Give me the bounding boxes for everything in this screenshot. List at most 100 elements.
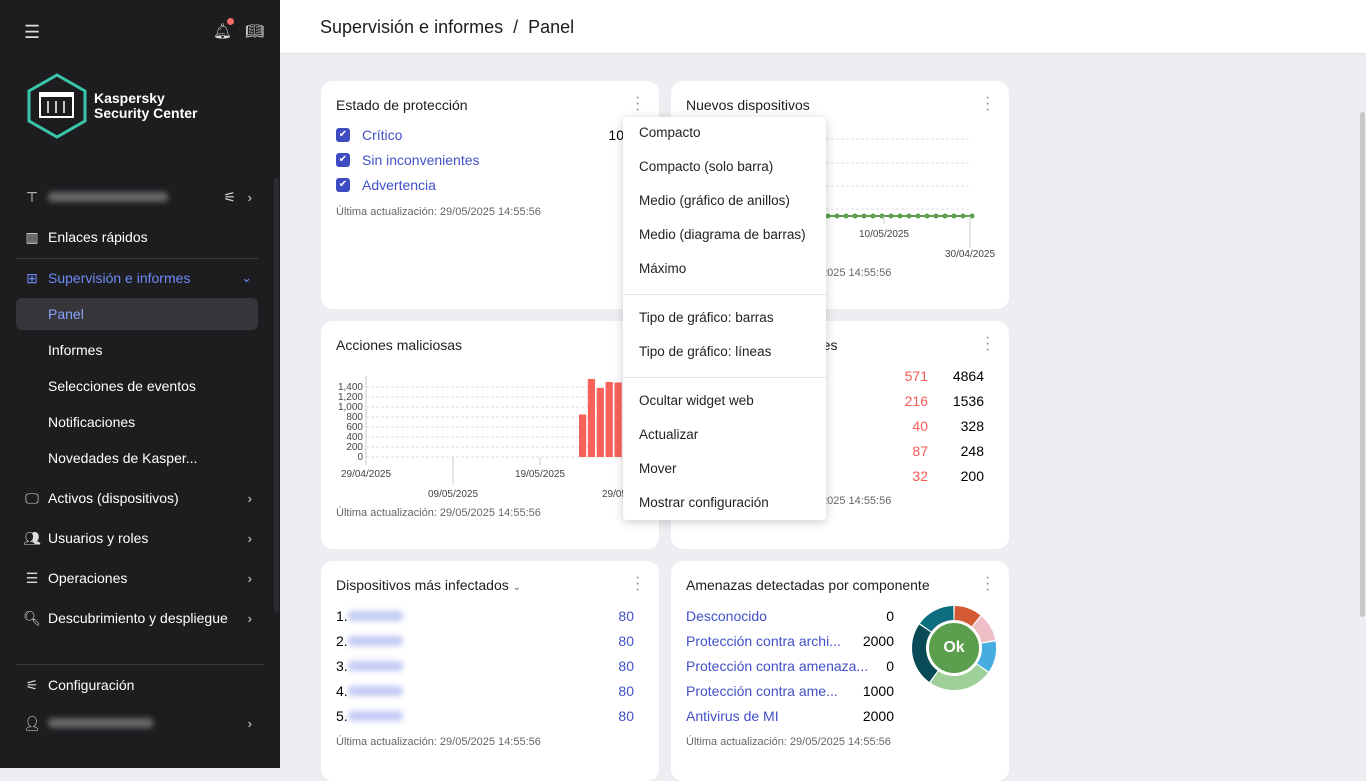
component-link[interactable]: Protección contra archi...	[686, 633, 841, 649]
table-row: 216 1536	[686, 391, 994, 411]
count-total: 200	[960, 468, 984, 484]
chevron-right-icon: ›	[247, 610, 252, 626]
chevron-down-icon[interactable]: ⌄	[512, 582, 522, 593]
infection-count[interactable]: 80	[618, 708, 634, 724]
bar	[614, 382, 622, 457]
status-row[interactable]: ✔ Advertencia	[336, 175, 644, 195]
notifications-bell-icon[interactable]: 🔔︎	[213, 23, 233, 40]
data-point	[924, 213, 930, 219]
component-link[interactable]: Antivirus de MI	[686, 708, 779, 724]
status-label[interactable]: Sin inconvenientes	[362, 152, 480, 168]
list-item: Protección contra amenaza... 0	[686, 656, 894, 676]
checkbox-checked-icon[interactable]: ✔	[336, 153, 350, 167]
sidebar-item-assets[interactable]: 🖵︎ Activos (dispositivos) ›	[16, 482, 258, 514]
sidebar-item-reports[interactable]: Informes	[16, 334, 258, 366]
threat-count: 1000	[862, 683, 894, 699]
book-icon[interactable]: 📖︎	[245, 23, 265, 40]
menu-item[interactable]: Actualizar	[639, 427, 699, 442]
data-point	[870, 213, 876, 219]
device-name[interactable]	[347, 686, 403, 696]
menu-item[interactable]: Compacto (solo barra)	[639, 159, 774, 174]
sidebar-item-settings[interactable]: ⚟ Configuración	[16, 669, 258, 701]
menu-item[interactable]: Mostrar configuración	[639, 495, 769, 510]
rank: 2.	[336, 633, 348, 649]
list-item[interactable]: 3. 80	[336, 656, 644, 676]
list-item: Desconocido 0	[686, 606, 894, 626]
more-options-icon[interactable]: · · ·	[635, 89, 641, 118]
breadcrumb-parent[interactable]: Supervisión e informes	[320, 17, 504, 37]
menu-icon[interactable]: ☰	[24, 22, 41, 42]
infection-count[interactable]: 80	[618, 608, 634, 624]
sidebar-item-monitoring[interactable]: ⊞ Supervisión e informes ⌄	[16, 262, 258, 294]
donut-segment	[930, 664, 988, 690]
widget-threats-by-component: Amenazas detectadas por componente · · · D…	[671, 561, 1009, 781]
sidebar-item-panel[interactable]: Panel	[16, 298, 258, 330]
menu-item[interactable]: Ocultar widget web	[639, 393, 754, 408]
more-options-icon[interactable]: · · ·	[985, 329, 991, 358]
list-item[interactable]: 5. 80	[336, 706, 644, 726]
menu-item[interactable]: Medio (diagrama de barras)	[639, 227, 806, 242]
table-row: 87 248	[686, 441, 994, 461]
menu-item[interactable]: Máximo	[639, 261, 687, 276]
device-name[interactable]	[347, 611, 403, 621]
last-updated: Última actualización: 29/05/2025 14:55:5…	[686, 736, 891, 748]
menu-item[interactable]: Tipo de gráfico: barras	[639, 310, 774, 325]
infection-count[interactable]: 80	[618, 658, 634, 674]
menu-item[interactable]: Tipo de gráfico: líneas	[639, 344, 772, 359]
checkbox-checked-icon[interactable]: ✔	[336, 178, 350, 192]
status-label[interactable]: Advertencia	[362, 177, 436, 193]
status-row[interactable]: ✔ Sin inconvenientes	[336, 150, 644, 170]
sidebar-item-event-selections[interactable]: Selecciones de eventos	[16, 370, 258, 402]
user-account[interactable]: 👤︎ ›	[16, 707, 258, 739]
more-options-icon[interactable]: · · ·	[985, 89, 991, 118]
menu-separator	[623, 294, 826, 295]
sidebar-item-quick-links[interactable]: ▥ Enlaces rápidos	[16, 221, 258, 253]
sidebar-item-discovery[interactable]: 🔍︎ Descubrimiento y despliegue ›	[16, 602, 258, 634]
divider	[16, 664, 264, 665]
device-name[interactable]	[347, 636, 403, 646]
menu-item[interactable]: Medio (gráfico de anillos)	[639, 193, 790, 208]
label: Supervisión e informes	[48, 270, 191, 286]
sidebar-scrollbar[interactable]	[274, 178, 279, 613]
component-link[interactable]: Protección contra amenaza...	[686, 658, 869, 674]
main-scrollbar[interactable]	[1358, 54, 1366, 768]
server-selector[interactable]: ⊤ ⚟ ›	[16, 181, 258, 213]
x-tick-label: 10/05/2025	[859, 229, 909, 240]
x-tick-label: 30/04/2025	[945, 249, 995, 260]
device-name[interactable]	[347, 661, 403, 671]
infection-count[interactable]: 80	[618, 633, 634, 649]
menu-item[interactable]: Compacto	[639, 125, 701, 140]
more-options-icon[interactable]: · · ·	[635, 569, 641, 598]
component-link[interactable]: Protección contra ame...	[686, 683, 838, 699]
status-count: 10	[608, 127, 624, 143]
y-tick-label: 400	[346, 432, 363, 443]
checkbox-checked-icon[interactable]: ✔	[336, 128, 350, 142]
sidebar-item-operations[interactable]: ☰ Operaciones ›	[16, 562, 258, 594]
sidebar-item-notifications[interactable]: Notificaciones	[16, 406, 258, 438]
threat-count: 0	[886, 658, 894, 674]
last-updated: Última actualización: 29/05/2025 14:55:5…	[336, 736, 541, 748]
list-item[interactable]: 1. 80	[336, 606, 644, 626]
device-name[interactable]	[347, 711, 403, 721]
filter-icon[interactable]: ⚟	[223, 188, 236, 205]
component-link[interactable]: Desconocido	[686, 608, 767, 624]
map-icon: ▥	[25, 228, 39, 245]
list-item[interactable]: 2. 80	[336, 631, 644, 651]
more-options-icon[interactable]: · · ·	[985, 569, 991, 598]
label: Enlaces rápidos	[48, 229, 148, 245]
label: Informes	[48, 342, 103, 358]
status-label[interactable]: Crítico	[362, 127, 403, 143]
scrollbar-thumb[interactable]	[1360, 112, 1365, 617]
monitor-icon: 🖵︎	[25, 489, 39, 506]
list-item[interactable]: 4. 80	[336, 681, 644, 701]
menu-item[interactable]: Mover	[639, 461, 677, 476]
title-text: Dispositivos más infectados	[336, 577, 509, 593]
sidebar-item-users[interactable]: 👥︎ Usuarios y roles ›	[16, 522, 258, 554]
status-row[interactable]: ✔ Crítico 10	[336, 125, 644, 145]
infection-count[interactable]: 80	[618, 683, 634, 699]
data-point	[915, 213, 921, 219]
last-updated: 2025 14:55:56	[821, 267, 892, 279]
widget-title[interactable]: Dispositivos más infectados ⌄	[336, 577, 521, 593]
data-point	[843, 213, 849, 219]
sidebar-item-news[interactable]: Novedades de Kasper...	[16, 442, 258, 474]
